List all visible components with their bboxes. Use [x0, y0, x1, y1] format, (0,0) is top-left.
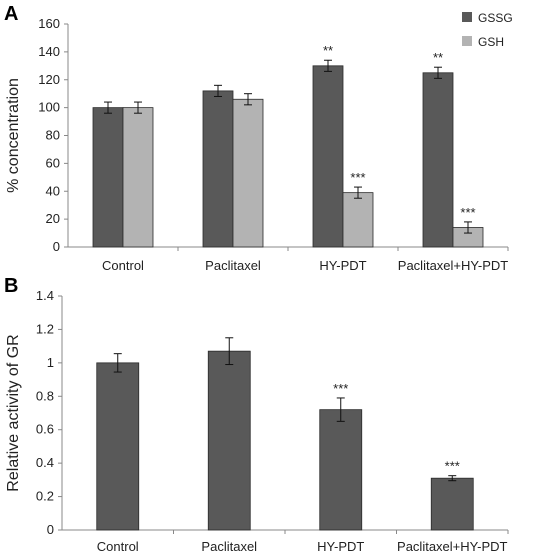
bar	[92, 107, 124, 248]
legend-swatch	[462, 36, 472, 46]
bar	[202, 90, 234, 248]
y-tick-label: 20	[46, 211, 60, 226]
category-label: HY-PDT	[317, 539, 364, 552]
y-tick-label: 0	[53, 239, 60, 254]
y-tick-label: 0.6	[36, 422, 54, 437]
y-tick-label: 80	[46, 128, 60, 143]
y-tick-label: 160	[38, 16, 60, 31]
bar	[232, 98, 264, 248]
significance-marker: ***	[350, 170, 365, 185]
bar	[319, 409, 363, 531]
significance-marker: **	[433, 50, 443, 65]
y-tick-label: 1.4	[36, 288, 54, 303]
y-tick-label: 60	[46, 155, 60, 170]
bar	[312, 65, 344, 248]
legend-label: GSH	[478, 35, 504, 49]
y-tick-label: 0	[47, 522, 54, 537]
bar	[207, 350, 251, 531]
bar	[422, 72, 454, 248]
bar	[96, 362, 140, 531]
legend-label: GSSG	[478, 11, 513, 25]
category-label: HY-PDT	[319, 258, 366, 273]
category-label: Paclitaxel+HY-PDT	[398, 258, 508, 273]
bar	[342, 192, 374, 248]
y-tick-label: 140	[38, 44, 60, 59]
y-tick-label: 0.4	[36, 455, 54, 470]
y-tick-label: 100	[38, 100, 60, 115]
y-tick-label: 120	[38, 72, 60, 87]
category-label: Paclitaxel	[205, 258, 261, 273]
bar	[122, 107, 154, 248]
y-axis-title: Relative activity of GR	[5, 334, 22, 491]
panel-b-label: B	[4, 275, 18, 297]
panel-a-label: A	[4, 3, 18, 25]
significance-marker: **	[323, 43, 333, 58]
panel-b-chart: 0 0.2 0.4 0.6 0.8 1 1.2 1.4 Relative activity of…	[5, 288, 509, 552]
y-tick-label: 0.8	[36, 388, 54, 403]
category-label: Control	[97, 539, 139, 552]
significance-marker: ***	[333, 381, 348, 396]
bar	[430, 477, 474, 531]
category-label: Paclitaxel+HY-PDT	[397, 539, 507, 552]
y-tick-label: 1	[47, 355, 54, 370]
category-label: Control	[102, 258, 144, 273]
significance-marker: ***	[460, 205, 475, 220]
legend-swatch	[462, 12, 472, 22]
panel-a-chart: 0 20 40 60 80 100 120 140 160 % concentration Cont…	[5, 11, 513, 273]
category-label: Paclitaxel	[201, 539, 257, 552]
significance-marker: ***	[445, 459, 460, 474]
y-tick-label: 40	[46, 183, 60, 198]
y-axis-title: % concentration	[5, 78, 22, 193]
y-tick-label: 0.2	[36, 489, 54, 504]
y-tick-label: 1.2	[36, 321, 54, 336]
